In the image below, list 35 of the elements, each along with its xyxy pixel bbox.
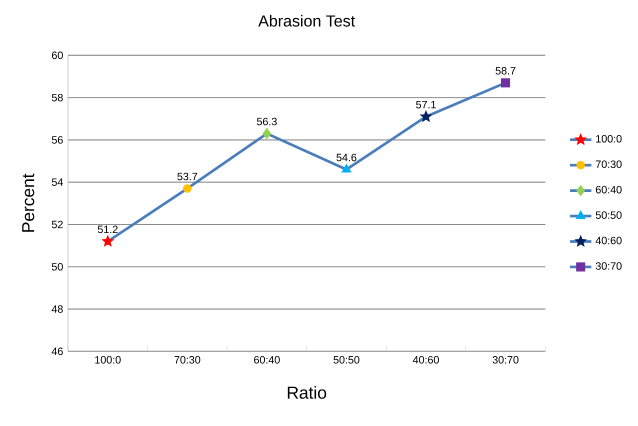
data-label: 58.7 <box>496 67 516 75</box>
y-tick-label: 46 <box>52 348 63 356</box>
point <box>501 78 510 88</box>
y-axis-title: Percent <box>22 174 34 232</box>
y-tick-label: 56 <box>52 136 63 144</box>
y-tick-label: 48 <box>52 305 63 313</box>
x-tick-label: 70:30 <box>174 356 200 364</box>
legend-label: 40:60 <box>596 236 622 244</box>
y-tick-label: 58 <box>52 94 63 102</box>
y-tick-label: 50 <box>52 262 63 271</box>
point <box>262 128 272 140</box>
y-tick-label: 60 <box>52 52 63 60</box>
legend-label: 60:40 <box>596 186 622 194</box>
legend-label: 50:50 <box>596 211 622 219</box>
x-tick-label: 100:0 <box>95 356 121 364</box>
point <box>342 164 352 172</box>
legend-label: 70:30 <box>596 160 622 168</box>
y-tick-label: 52 <box>52 220 63 228</box>
data-label: 51.2 <box>98 226 118 234</box>
legend-label: 100:0 <box>596 134 622 143</box>
x-tick-label: 30:70 <box>492 356 518 364</box>
data-label: 53.7 <box>177 172 198 180</box>
chart-title: Abrasion Test <box>258 14 356 27</box>
data-label: 54.6 <box>336 154 356 162</box>
point <box>420 110 432 122</box>
x-axis-title: Ratio <box>288 386 326 399</box>
x-tick-label: 60:40 <box>254 356 280 364</box>
data-label: 57.1 <box>416 100 436 108</box>
y-tick-label: 54 <box>52 178 63 186</box>
legend-label: 30:70 <box>596 262 622 270</box>
data-label: 56.3 <box>256 118 277 126</box>
x-tick-label: 40:60 <box>412 356 439 364</box>
x-tick-label: 50:50 <box>334 356 360 364</box>
point <box>102 235 114 247</box>
point <box>183 184 192 193</box>
